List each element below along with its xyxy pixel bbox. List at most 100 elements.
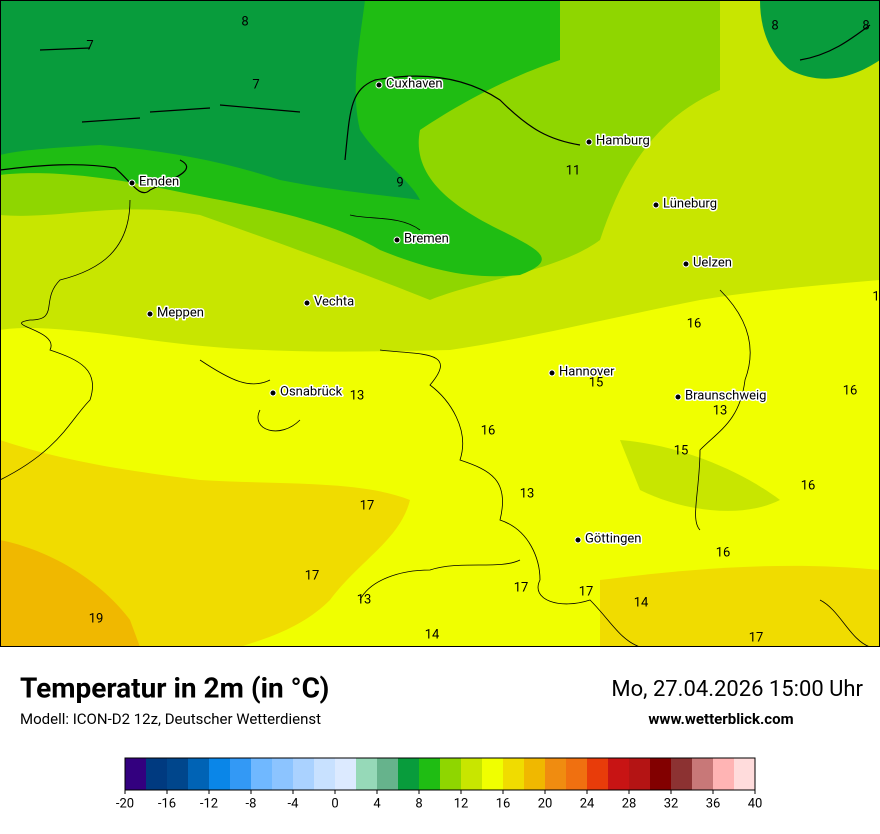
temperature-label: 8 (862, 18, 869, 33)
temperature-label: 13 (520, 486, 535, 501)
temperature-label: 16 (843, 383, 858, 398)
city-label: Hamburg (596, 133, 650, 148)
title: Temperatur in 2m (in °C) (20, 671, 329, 704)
temperature-label: 15 (674, 443, 689, 458)
temperature-label: 13 (350, 388, 365, 403)
temperature-label: 14 (425, 627, 440, 642)
temperature-label: 17 (305, 568, 320, 583)
temperature-label: 17 (579, 584, 594, 599)
temperature-label: 11 (566, 163, 581, 178)
region (760, 0, 880, 79)
city-dot (652, 201, 660, 209)
colorbar-swatch (671, 758, 693, 790)
temperature-label: 16 (801, 478, 816, 493)
colorbar-swatch (146, 758, 168, 790)
city-label: Braunschweig (685, 388, 766, 403)
colorbar-tick-label: 20 (538, 796, 553, 811)
colorbar-swatch (461, 758, 483, 790)
city-dot (128, 179, 136, 187)
colorbar-tick-label: 36 (706, 796, 721, 811)
colorbar-swatch (167, 758, 189, 790)
model-info: Modell: ICON-D2 12z, Deutscher Wetterdie… (20, 710, 321, 728)
colorbar-tick-label: -20 (116, 796, 134, 811)
city-dot (269, 389, 277, 397)
border (0, 199, 871, 647)
city-dot (585, 138, 593, 146)
temperature-label: 17 (514, 580, 529, 595)
colorbar-tick-label: 32 (664, 796, 679, 811)
colorbar-tick-label: 28 (622, 796, 637, 811)
temperature-label: 9 (396, 175, 403, 190)
colorbar-swatch (713, 758, 735, 790)
temperature-label: 17 (360, 498, 375, 513)
colorbar-swatch (398, 758, 420, 790)
map: 8 7 7 8 8 9 11 16 1 15 13 16 13 16 15 13 16 17 16 17 17 17 13 1… (0, 0, 880, 647)
colorbar-swatch (587, 758, 609, 790)
temperature-label: 14 (634, 595, 649, 610)
colorbar-swatch (230, 758, 252, 790)
colorbar-tick-label: -16 (158, 796, 176, 811)
region (0, 540, 140, 647)
colorbar-tick-label: 16 (496, 796, 511, 811)
colorbar-swatch (482, 758, 504, 790)
colorbar-swatch (545, 758, 567, 790)
colorbar-tick-label: -8 (246, 796, 257, 811)
colorbar-swatch (692, 758, 714, 790)
colorbar-swatch (650, 758, 672, 790)
city-label: Lüneburg (663, 196, 717, 211)
colorbar-swatch (293, 758, 315, 790)
temperature-label: 19 (89, 611, 104, 626)
region (600, 565, 880, 647)
city-dot (682, 260, 690, 268)
colorbar-swatch (209, 758, 231, 790)
colorbar-swatch (188, 758, 210, 790)
colorbar-swatch (419, 758, 441, 790)
colorbar-swatch (608, 758, 630, 790)
city-dot (375, 81, 383, 89)
temperature-label: 8 (771, 18, 778, 33)
region (0, 0, 420, 200)
colorbar-swatch (440, 758, 462, 790)
city-label: Göttingen (585, 531, 642, 546)
colorbar-tick-label: 8 (415, 796, 422, 811)
colorbar-tick-label: -12 (200, 796, 218, 811)
colorbar-swatch (356, 758, 378, 790)
city-dot (393, 236, 401, 244)
colorbar-swatch (272, 758, 294, 790)
colorbar-frame (124, 757, 756, 791)
colorbar-swatch (734, 758, 756, 790)
colorbar-tick-label: 24 (580, 796, 595, 811)
city-label: Bremen (404, 231, 449, 246)
colorbar-swatch (629, 758, 651, 790)
colorbar-swatch (314, 758, 336, 790)
city-label: Emden (139, 174, 179, 189)
temperature-label: 15 (589, 375, 604, 390)
colorbar-tick-label: 12 (454, 796, 469, 811)
temperature-label: 13 (357, 592, 372, 607)
city-label: Vechta (314, 294, 354, 309)
city-dot (303, 299, 311, 307)
temperature-label: 16 (716, 545, 731, 560)
city-dot (146, 310, 154, 318)
city-label: Meppen (157, 305, 204, 320)
temperature-label: 16 (687, 316, 702, 331)
colorbar-swatch (251, 758, 273, 790)
colorbar-tick-label: 40 (748, 796, 763, 811)
temperature-label: 8 (241, 14, 248, 29)
colorbar-tick-label: 0 (331, 796, 338, 811)
temperature-label: 7 (86, 38, 93, 53)
colorbar-swatch (335, 758, 357, 790)
region (620, 440, 780, 511)
datetime: Mo, 27.04.2026 15:00 Uhr (611, 677, 863, 702)
colorbar-swatch (377, 758, 399, 790)
colorbar-swatch (566, 758, 588, 790)
city-dot (574, 536, 582, 544)
island (39, 47, 301, 123)
temperature-label: 16 (481, 423, 496, 438)
city-dot (548, 369, 556, 377)
city-label: Cuxhaven (386, 76, 443, 91)
city-dot (674, 393, 682, 401)
temperature-label: 13 (713, 403, 728, 418)
colorbar-tick-label: -4 (288, 796, 300, 811)
